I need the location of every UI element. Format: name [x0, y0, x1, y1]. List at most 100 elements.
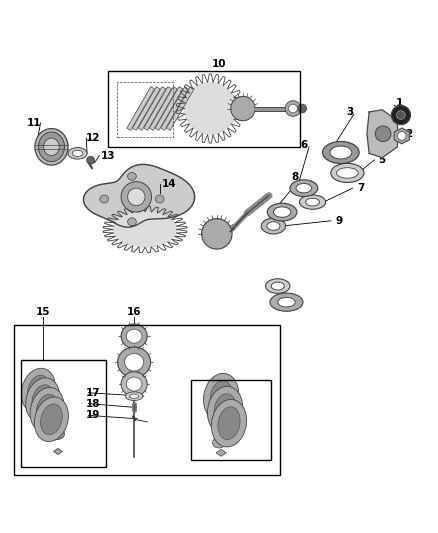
- Polygon shape: [84, 164, 194, 227]
- Ellipse shape: [285, 101, 301, 116]
- Polygon shape: [166, 87, 194, 131]
- Ellipse shape: [30, 387, 64, 432]
- Ellipse shape: [267, 222, 280, 230]
- Ellipse shape: [208, 386, 243, 434]
- Ellipse shape: [35, 397, 68, 441]
- Polygon shape: [161, 87, 188, 131]
- Ellipse shape: [127, 188, 145, 206]
- Ellipse shape: [44, 138, 59, 156]
- Polygon shape: [127, 87, 155, 131]
- Text: 2: 2: [405, 129, 412, 139]
- Ellipse shape: [201, 219, 232, 249]
- Ellipse shape: [331, 163, 364, 182]
- Ellipse shape: [296, 183, 312, 193]
- Ellipse shape: [26, 378, 60, 422]
- Ellipse shape: [125, 392, 143, 400]
- Ellipse shape: [130, 394, 138, 398]
- Polygon shape: [155, 87, 183, 131]
- Bar: [191, 379, 271, 460]
- Text: 14: 14: [162, 179, 176, 189]
- Ellipse shape: [21, 368, 55, 413]
- Bar: [108, 71, 300, 147]
- Polygon shape: [113, 212, 177, 247]
- Ellipse shape: [117, 347, 151, 377]
- Ellipse shape: [121, 324, 147, 349]
- Text: 7: 7: [357, 183, 364, 193]
- Text: 6: 6: [300, 140, 307, 150]
- Ellipse shape: [271, 282, 284, 290]
- Polygon shape: [394, 128, 410, 144]
- Polygon shape: [132, 87, 160, 131]
- Text: 16: 16: [127, 307, 141, 317]
- Ellipse shape: [214, 394, 236, 426]
- Text: 1: 1: [396, 98, 403, 108]
- Ellipse shape: [322, 141, 359, 164]
- Ellipse shape: [336, 168, 358, 178]
- Ellipse shape: [261, 218, 286, 234]
- Ellipse shape: [121, 372, 147, 396]
- Ellipse shape: [290, 180, 318, 197]
- Ellipse shape: [306, 198, 320, 206]
- Ellipse shape: [126, 377, 142, 391]
- Polygon shape: [185, 82, 236, 135]
- Ellipse shape: [39, 132, 64, 161]
- Ellipse shape: [397, 132, 406, 140]
- Ellipse shape: [127, 172, 136, 180]
- Ellipse shape: [36, 394, 58, 425]
- Ellipse shape: [265, 279, 290, 293]
- Ellipse shape: [32, 385, 53, 416]
- Ellipse shape: [298, 104, 307, 113]
- Polygon shape: [149, 87, 177, 131]
- Polygon shape: [138, 87, 166, 131]
- Ellipse shape: [391, 106, 410, 125]
- Polygon shape: [144, 87, 172, 131]
- Ellipse shape: [68, 148, 87, 159]
- Ellipse shape: [231, 96, 255, 120]
- Ellipse shape: [100, 195, 109, 203]
- Text: 15: 15: [35, 307, 50, 317]
- Text: 12: 12: [85, 133, 100, 143]
- Text: 9: 9: [335, 216, 342, 226]
- Ellipse shape: [396, 111, 405, 119]
- Text: 8: 8: [292, 172, 299, 182]
- Ellipse shape: [121, 182, 152, 212]
- Polygon shape: [53, 448, 62, 455]
- Polygon shape: [216, 449, 226, 456]
- Ellipse shape: [330, 146, 352, 159]
- Ellipse shape: [155, 195, 164, 203]
- Ellipse shape: [300, 195, 325, 209]
- Ellipse shape: [273, 207, 291, 217]
- Ellipse shape: [28, 375, 49, 406]
- Ellipse shape: [47, 429, 64, 440]
- Text: 11: 11: [27, 118, 41, 128]
- Ellipse shape: [267, 203, 297, 221]
- Ellipse shape: [126, 329, 142, 343]
- Polygon shape: [367, 110, 397, 158]
- Text: 17: 17: [85, 387, 100, 398]
- Bar: [21, 360, 106, 467]
- Ellipse shape: [204, 373, 239, 421]
- Ellipse shape: [289, 104, 297, 113]
- Ellipse shape: [375, 126, 391, 142]
- Ellipse shape: [41, 404, 62, 434]
- Ellipse shape: [127, 218, 136, 225]
- Text: 5: 5: [378, 155, 386, 165]
- Bar: [14, 325, 280, 475]
- Ellipse shape: [270, 293, 303, 311]
- Ellipse shape: [35, 128, 68, 165]
- Text: 3: 3: [346, 107, 353, 117]
- Ellipse shape: [218, 407, 240, 440]
- Ellipse shape: [72, 150, 83, 157]
- Text: 19: 19: [85, 410, 100, 421]
- Ellipse shape: [87, 156, 95, 164]
- Text: 10: 10: [212, 59, 226, 69]
- Bar: [117, 83, 173, 137]
- Ellipse shape: [212, 438, 226, 448]
- Ellipse shape: [212, 399, 247, 447]
- Ellipse shape: [51, 431, 60, 437]
- Ellipse shape: [124, 353, 144, 371]
- Ellipse shape: [210, 381, 232, 414]
- Text: 13: 13: [101, 150, 115, 160]
- Text: 18: 18: [85, 399, 100, 409]
- Ellipse shape: [278, 297, 295, 307]
